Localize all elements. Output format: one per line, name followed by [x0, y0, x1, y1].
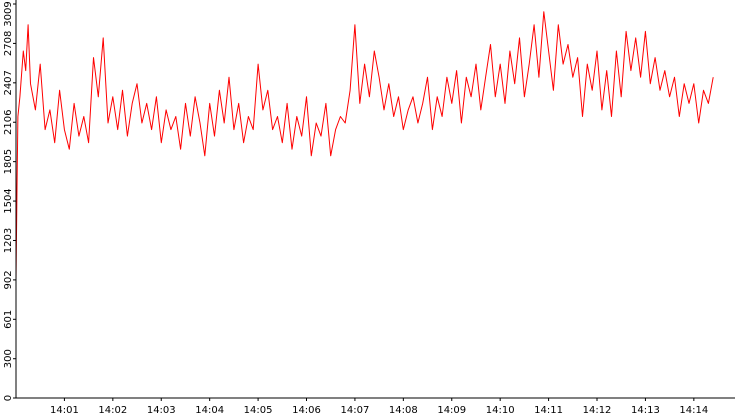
x-tick-label: 14:06	[292, 405, 321, 415]
y-axis: 0 300 601 902 1203 1504 1805 2106 2407 2708 3009	[3, 0, 17, 401]
y-tick-label: 3009	[3, 1, 14, 26]
x-tick-label: 14:03	[147, 405, 176, 415]
x-tick-label: 14:09	[437, 405, 466, 415]
x-tick-label: 14:12	[583, 405, 612, 415]
x-tick-label: 14:13	[631, 405, 660, 415]
y-tick-label: 0	[3, 395, 14, 401]
series-line	[15, 11, 714, 281]
y-tick-label: 601	[3, 310, 14, 329]
x-axis: 14:01 14:02 14:03 14:04 14:05 14:06 14:07 14:08…	[16, 397, 735, 415]
x-tick-label: 14:14	[679, 405, 708, 415]
x-tick-label: 14:05	[244, 405, 273, 415]
x-tick-label: 14:02	[98, 405, 127, 415]
y-tick-label: 2708	[3, 31, 14, 56]
y-tick-label: 2407	[3, 70, 14, 95]
x-tick-label: 14:11	[534, 405, 563, 415]
y-tick-label: 1805	[3, 149, 14, 174]
y-tick-label: 902	[3, 270, 14, 289]
y-tick-label: 2106	[3, 110, 14, 135]
plot-area	[15, 11, 714, 281]
x-tick-label: 14:10	[486, 405, 515, 415]
x-tick-label: 14:01	[50, 405, 79, 415]
x-tick-label: 14:08	[389, 405, 418, 415]
y-tick-label: 1203	[3, 228, 14, 253]
x-tick-label: 14:07	[341, 405, 370, 415]
y-tick-label: 1504	[3, 188, 14, 213]
x-tick-label: 14:04	[195, 405, 224, 415]
y-tick-label: 300	[3, 349, 14, 368]
